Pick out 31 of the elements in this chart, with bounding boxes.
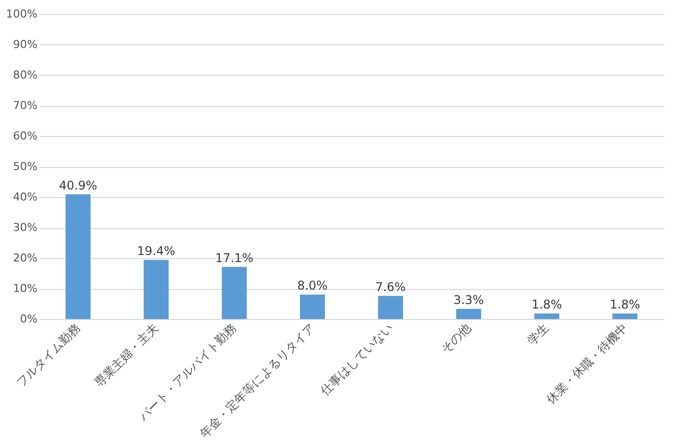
x-tick-label: 学生 — [524, 320, 552, 348]
data-label: 19.4% — [137, 244, 176, 258]
bar — [222, 266, 247, 319]
y-tick-label: 70% — [13, 99, 38, 112]
x-tick-label: 仕事はしていない — [317, 320, 396, 400]
x-tick-label: 専業主婦・主夫 — [92, 320, 162, 390]
x-tick-label: その他 — [438, 320, 474, 356]
data-label: 1.8% — [610, 298, 640, 312]
y-tick-label: 100% — [6, 8, 38, 20]
bar — [612, 314, 638, 319]
data-label: 3.3% — [453, 292, 484, 307]
y-tick-label: 50% — [13, 160, 38, 173]
y-tick-label: 0% — [20, 312, 38, 326]
y-tick-label: 60% — [13, 130, 38, 142]
data-label: 17.1% — [215, 250, 254, 265]
y-tick-label: 90% — [13, 38, 38, 51]
bar — [300, 294, 325, 319]
y-tick-label: 10% — [13, 282, 38, 295]
y-tick-label: 30% — [13, 221, 38, 234]
data-label: 7.6% — [375, 280, 406, 294]
y-tick-label: 80% — [13, 68, 38, 82]
bar — [66, 194, 91, 319]
bar — [378, 296, 404, 319]
bar — [144, 260, 169, 319]
data-label: 40.9% — [59, 178, 98, 192]
data-label: 8.0% — [297, 278, 328, 293]
data-label: 1.8% — [532, 298, 562, 312]
bar — [534, 314, 560, 319]
bar — [456, 308, 482, 319]
y-tick-label: 20% — [13, 252, 38, 264]
y-tick-label: 40% — [13, 190, 38, 204]
